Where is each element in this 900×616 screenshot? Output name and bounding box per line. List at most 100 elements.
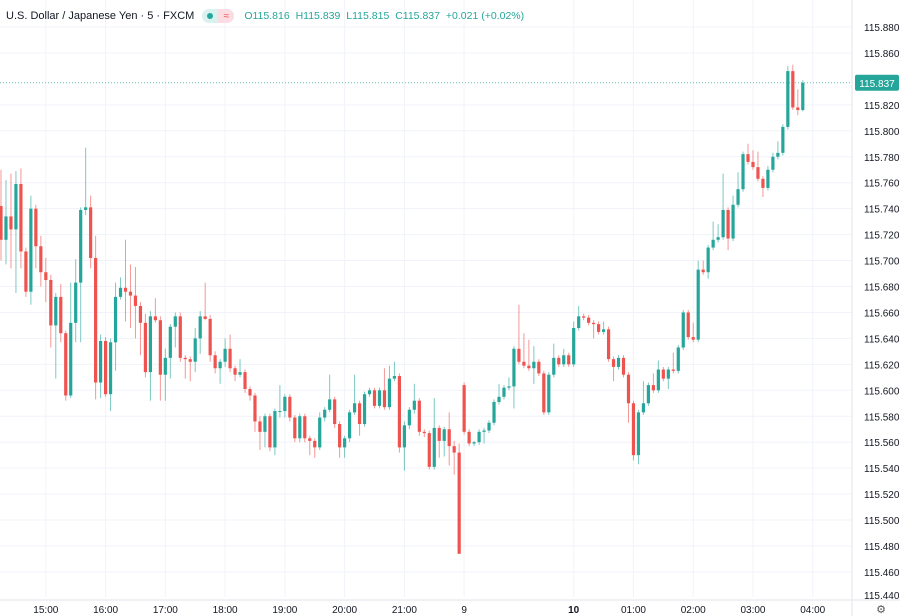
- candle-body: [562, 355, 566, 365]
- candle: [417, 398, 421, 436]
- change-value: +0.021 (+0.02%): [445, 10, 525, 22]
- time-tick-label: 10: [568, 605, 580, 616]
- candle: [362, 391, 367, 427]
- candle: [298, 413, 302, 443]
- candle-body: [482, 430, 486, 432]
- candle: [168, 324, 172, 379]
- candle: [203, 282, 207, 321]
- candle: [437, 425, 441, 458]
- candle-body: [133, 295, 138, 306]
- candle-body: [766, 169, 770, 188]
- candle: [711, 221, 715, 251]
- gear-icon[interactable]: ⚙: [876, 604, 886, 616]
- candle: [537, 359, 541, 377]
- candle-body: [587, 317, 591, 323]
- candle-body: [4, 216, 8, 240]
- symbol-title[interactable]: U.S. Dollar / Japanese Yen · 5 · FXCM: [6, 10, 195, 22]
- candle-body: [153, 316, 157, 321]
- candle-body: [636, 412, 641, 456]
- candle: [54, 292, 58, 379]
- candle: [641, 381, 646, 415]
- candle: [636, 409, 641, 465]
- candle-body: [168, 326, 172, 358]
- candle-body: [771, 156, 775, 170]
- candle: [746, 143, 750, 165]
- candle-body: [308, 438, 312, 441]
- candle: [24, 247, 28, 297]
- candle-body: [646, 385, 650, 404]
- candle-body: [611, 359, 616, 367]
- candle-body: [143, 322, 148, 373]
- candle: [348, 409, 352, 443]
- candle: [751, 150, 755, 170]
- candle-body: [203, 316, 207, 319]
- candle: [606, 326, 611, 362]
- candle-body: [283, 396, 287, 412]
- candle-body: [99, 340, 103, 383]
- time-axis[interactable]: 15:00 16:00 17:00 18:00 19:00 20:00 21:00 9 10 01…: [33, 605, 825, 616]
- candle: [163, 348, 167, 401]
- candle-body: [671, 369, 675, 371]
- candle: [238, 359, 242, 378]
- candle-body: [422, 431, 426, 434]
- price-tick-label: 115.540: [864, 464, 900, 475]
- candle: [268, 413, 272, 452]
- candle: [567, 352, 571, 367]
- candle-body: [397, 376, 401, 448]
- candle-body: [542, 373, 546, 413]
- candle: [188, 356, 192, 382]
- candle: [432, 398, 436, 470]
- candle-body: [447, 429, 451, 447]
- candle-body: [651, 385, 655, 391]
- candle-body: [706, 247, 710, 273]
- candle-body: [49, 280, 53, 326]
- candle-body: [193, 338, 197, 362]
- candle: [676, 344, 680, 374]
- candle: [193, 328, 197, 373]
- time-tick-label: 16:00: [93, 605, 118, 616]
- candle-body: [512, 348, 516, 387]
- candle: [761, 176, 765, 197]
- candle: [74, 259, 78, 343]
- price-tick-label: 115.520: [864, 490, 900, 501]
- candle-body: [328, 399, 332, 410]
- time-tick-label: 18:00: [213, 605, 238, 616]
- candle-body: [118, 287, 123, 297]
- candle-body: [243, 372, 247, 390]
- price-axis[interactable]: 115.460 115.480 115.500 115.520 115.540 115.5…: [855, 23, 900, 602]
- candle-body: [457, 452, 461, 554]
- candle-body: [318, 417, 322, 448]
- candle: [248, 386, 252, 401]
- candle: [123, 239, 128, 322]
- candle: [263, 413, 267, 448]
- candle-body: [631, 403, 636, 456]
- candle: [482, 427, 486, 444]
- candle-body: [741, 154, 745, 190]
- candle-body: [113, 296, 118, 343]
- candle-body: [69, 322, 73, 396]
- candle: [59, 283, 63, 343]
- status-badge[interactable]: ≈: [202, 9, 235, 23]
- candle: [452, 440, 456, 475]
- candle: [367, 387, 372, 397]
- candle: [502, 385, 506, 400]
- candle-body: [94, 257, 98, 383]
- candle: [39, 235, 43, 287]
- candle: [562, 348, 566, 367]
- approx-equal-icon: ≈: [218, 9, 235, 23]
- candle-body: [661, 369, 665, 379]
- candle: [143, 313, 148, 378]
- chart-legend: U.S. Dollar / Japanese Yen · 5 · FXCM ≈ …: [6, 9, 527, 23]
- price-tick-label: 115.700: [864, 257, 900, 268]
- candle: [148, 311, 152, 401]
- candle: [303, 413, 307, 443]
- candle-body: [801, 82, 805, 111]
- candle: [318, 412, 322, 450]
- candle-body: [208, 318, 212, 356]
- candle-body: [79, 209, 83, 283]
- candle-body: [14, 183, 18, 230]
- candle-body: [123, 287, 128, 292]
- candle-body: [64, 333, 68, 396]
- candle: [791, 64, 795, 111]
